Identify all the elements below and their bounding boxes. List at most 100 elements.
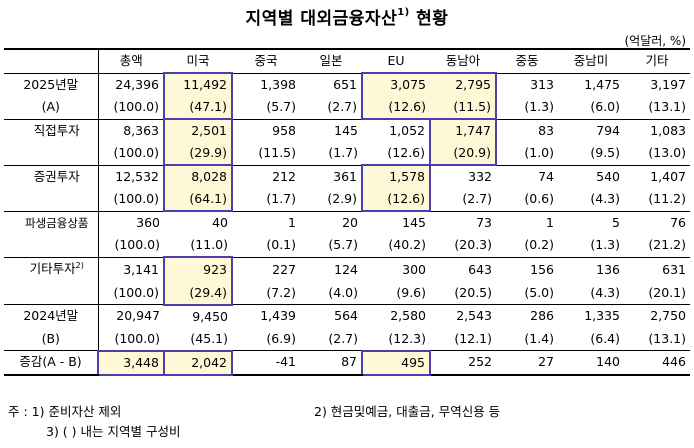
row-label: 2024년말 <box>4 304 99 328</box>
cell: (2.7) <box>300 96 362 120</box>
column-header: 중남미 <box>558 49 624 74</box>
cell: 3,197 <box>650 76 686 92</box>
column-header: 중동 <box>496 49 558 74</box>
table-row: 기타투자2) 3,141 923 227 124 300 643 156 136… <box>4 256 690 282</box>
cell: (20.5) <box>430 281 496 305</box>
cell: (0.1) <box>232 234 300 258</box>
table-row: 증권투자 12,532 8,028 212 361 1,578 332 74 5… <box>4 164 690 188</box>
column-header: 총액 <box>98 49 164 74</box>
cell: (1.3) <box>558 234 624 258</box>
cell: 20 <box>342 214 358 230</box>
cell: (13.1) <box>624 327 690 351</box>
cell: (11.5) <box>430 96 497 120</box>
cell: 1,747 <box>429 118 497 142</box>
header-corner <box>4 49 99 74</box>
cell: 958 <box>272 122 296 138</box>
cell: 2,543 <box>456 308 492 324</box>
cell: 1,398 <box>260 76 296 92</box>
row-label: 기타투자2) <box>4 257 99 282</box>
table-row: 증감(A - B) 3,448 2,042 -41 87 495 252 27 … <box>4 349 690 376</box>
cell: 1,335 <box>584 308 620 324</box>
footnote-3: 3) ( ) 내는 지역별 구성비 <box>46 424 181 439</box>
cell: (1.0) <box>496 142 558 166</box>
row-label <box>4 234 99 258</box>
cell: 2,750 <box>650 308 686 324</box>
cell: (0.6) <box>496 188 558 212</box>
cell: 5 <box>612 214 620 230</box>
cell: (11.5) <box>232 142 300 166</box>
cell: (12.6) <box>361 96 430 120</box>
cell: (1.3) <box>496 96 558 120</box>
cell: 212 <box>272 168 296 184</box>
cell: (100.0) <box>98 234 164 258</box>
column-header: 기타 <box>624 49 690 74</box>
cell: 794 <box>596 122 620 138</box>
cell: (11.2) <box>624 188 690 212</box>
cell: 73 <box>476 214 492 230</box>
cell: (100.0) <box>98 327 164 351</box>
row-label: (A) <box>4 96 99 120</box>
cell: 495 <box>361 349 431 376</box>
table-row: 직접투자 8,363 2,501 958 145 1,052 1,747 83 … <box>4 118 690 142</box>
cell: (1.4) <box>496 327 558 351</box>
row-label <box>4 188 99 212</box>
unit-label: (억달러, %) <box>624 34 686 48</box>
cell: 3,075 <box>361 72 430 96</box>
cell: (1.7) <box>300 142 362 166</box>
table-row: (100.0) (29.9) (11.5) (1.7) (12.6) (20.9… <box>4 142 690 166</box>
cell: 8,028 <box>163 164 233 188</box>
cell: (5.7) <box>232 96 300 120</box>
row-footnote-marker: 2) <box>75 260 84 270</box>
cell: 87 <box>300 350 362 376</box>
column-header: 동남아 <box>430 49 496 74</box>
cell: 1 <box>546 214 554 230</box>
table-row: (100.0) (64.1) (1.7) (2.9) (12.6) (2.7) … <box>4 188 690 212</box>
footnote-line: 주 : 1) 준비자산 제외 2) 현금및예금, 대출금, 무역신용 등 <box>8 402 688 422</box>
cell: (11.0) <box>164 234 232 258</box>
table-row: (100.0) (11.0) (0.1) (5.7) (40.2) (20.3)… <box>4 234 690 258</box>
cell: 3,448 <box>97 349 165 376</box>
cell: (100.0) <box>98 142 164 166</box>
cell: (1.7) <box>232 188 300 212</box>
cell: 12,532 <box>115 168 159 184</box>
cell: 3,141 <box>123 261 159 277</box>
cell: 11,492 <box>163 72 233 96</box>
row-label: 2025년말 <box>4 73 99 96</box>
cell: 564 <box>334 308 358 324</box>
row-label: 직접투자 <box>4 119 99 142</box>
cell: 9,450 <box>192 308 228 324</box>
title-main: 지역별 대외금융자산 <box>245 9 398 29</box>
cell: (12.3) <box>362 327 430 351</box>
cell: (20.9) <box>429 142 497 166</box>
cell: 140 <box>558 350 624 376</box>
cell: 1,475 <box>584 76 620 92</box>
title-footnote-marker: 1) <box>397 7 410 19</box>
column-header: 일본 <box>300 49 362 74</box>
cell: (45.1) <box>164 327 232 351</box>
column-header: 미국 <box>164 49 232 74</box>
cell: (9.5) <box>558 142 624 166</box>
cell: 145 <box>334 122 358 138</box>
cell: 286 <box>530 308 554 324</box>
cell: 27 <box>496 350 558 376</box>
table-row: (B) (100.0) (45.1) (6.9) (2.7) (12.3) (1… <box>4 327 690 351</box>
cell: (12.1) <box>430 327 496 351</box>
row-label <box>4 281 99 305</box>
cell: 136 <box>596 261 620 277</box>
column-header: EU <box>362 49 430 74</box>
table-row: (100.0) (29.4) (7.2) (4.0) (9.6) (20.5) … <box>4 281 690 306</box>
cell: 8,363 <box>123 122 159 138</box>
cell: 1,407 <box>650 168 686 184</box>
table-row: 2024년말 20,947 9,450 1,439 564 2,580 2,54… <box>4 304 690 328</box>
cell: 252 <box>430 350 496 376</box>
cell: (6.9) <box>232 327 300 351</box>
table-row: 파생금융상품 360 40 1 20 145 73 1 5 76 <box>4 211 690 234</box>
cell: 24,396 <box>115 76 159 92</box>
table-row: 2025년말 24,396 11,492 1,398 651 3,075 2,7… <box>4 72 690 96</box>
row-label: 증감(A - B) <box>4 350 99 376</box>
cell: (4.3) <box>558 281 624 305</box>
cell: 360 <box>136 214 160 230</box>
cell: 2,501 <box>163 118 233 142</box>
cell: 83 <box>538 122 554 138</box>
cell: 74 <box>538 168 554 184</box>
